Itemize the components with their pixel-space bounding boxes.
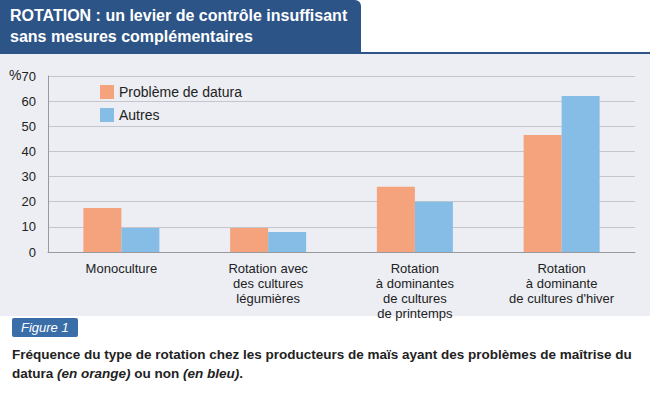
svg-text:50: 50 <box>22 119 36 134</box>
svg-text:de cultures: de cultures <box>383 291 447 306</box>
svg-text:Monoculture: Monoculture <box>86 261 158 276</box>
html-text:Fréquence du type de rotation: Fréquence du type de rotation chez les p… <box>12 347 632 381</box>
svg-text:30: 30 <box>22 169 36 184</box>
svg-text:10: 10 <box>22 219 36 234</box>
svg-text:40: 40 <box>22 144 36 159</box>
svg-text:de cultures d'hiver: de cultures d'hiver <box>509 291 615 306</box>
svg-text:à dominantes: à dominantes <box>376 276 455 291</box>
svg-text:à dominante: à dominante <box>526 276 598 291</box>
svg-text:20: 20 <box>22 194 36 209</box>
svg-text:0: 0 <box>29 245 36 260</box>
svg-text:Problème de datura: Problème de datura <box>119 84 242 100</box>
svg-text:des cultures: des cultures <box>233 276 304 291</box>
html-text:Figure 1: Figure 1 <box>21 320 69 335</box>
svg-text:Rotation: Rotation <box>537 261 585 276</box>
svg-text:Autres: Autres <box>119 107 159 123</box>
svg-text:70: 70 <box>22 69 36 84</box>
svg-text:Rotation avec: Rotation avec <box>228 261 308 276</box>
svg-text:60: 60 <box>22 94 36 109</box>
svg-text:Rotation: Rotation <box>391 261 439 276</box>
svg-text:de printemps: de printemps <box>377 306 453 321</box>
html-text:ROTATION : un levier de contrô: ROTATION : un levier de contrôle insuffi… <box>10 7 348 45</box>
svg-text:légumières: légumières <box>236 291 300 306</box>
